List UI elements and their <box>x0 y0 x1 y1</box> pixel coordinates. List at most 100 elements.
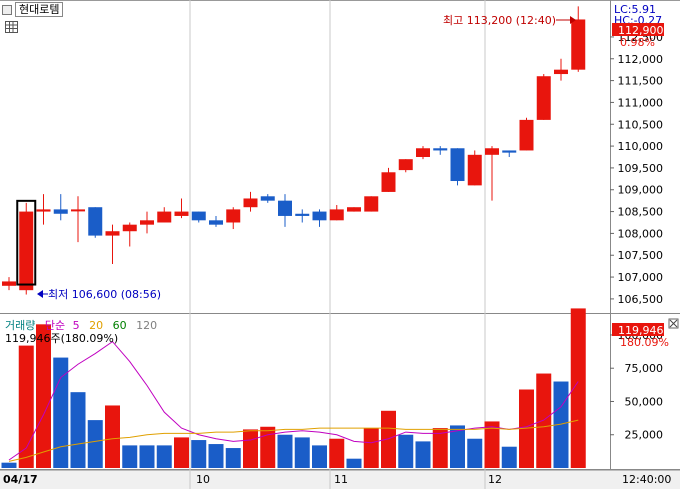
candle-body <box>295 213 310 216</box>
volume-bar <box>381 410 396 468</box>
volume-bar <box>484 421 500 468</box>
ma-legend-label: 단순 <box>45 319 65 332</box>
small-square-icon[interactable] <box>2 4 12 15</box>
current-volume: 119,946 <box>618 324 664 337</box>
lc-label: LC:5.91 <box>614 3 656 16</box>
candle-body <box>485 148 499 155</box>
candle-body <box>19 211 34 291</box>
candle-body <box>467 154 482 186</box>
candle-body <box>209 220 223 225</box>
day-separators <box>189 0 486 489</box>
candle <box>295 209 310 223</box>
candle <box>536 74 551 120</box>
x-label-day-11: 11 <box>334 473 348 486</box>
candle-body <box>536 76 551 120</box>
x-label-day-12: 12 <box>488 473 502 486</box>
current-price: 112,900 <box>618 24 664 37</box>
time-axis-bg <box>0 470 680 489</box>
x-label-date: 04/17 <box>3 473 38 486</box>
candle-body <box>140 220 154 225</box>
volume-pct: 180.09% <box>620 336 669 349</box>
volume-readout: 119,946주(180.09%) <box>5 332 118 345</box>
candle-body <box>398 159 413 171</box>
volume-bar <box>467 438 483 468</box>
change-pct: 0.98% <box>620 36 655 49</box>
volume-bar <box>53 357 69 468</box>
volume-tick-label: 75,000 <box>625 362 664 375</box>
volume-bar <box>294 437 310 468</box>
candle <box>140 211 154 234</box>
candle <box>19 202 34 295</box>
volume-bar <box>70 392 86 468</box>
candle-body <box>554 69 568 75</box>
candle <box>416 146 430 160</box>
price-tick-label: 108,500 <box>618 206 664 219</box>
candle <box>278 194 292 227</box>
candle-body <box>88 207 103 236</box>
volume-bar <box>18 345 34 468</box>
candle <box>312 209 327 227</box>
volume-bar <box>277 434 293 468</box>
volume-bar <box>536 373 552 468</box>
price-tick-label: 107,500 <box>618 249 664 262</box>
volume-legend: 거래량 단순 5 20 60 120 <box>5 319 157 332</box>
candle <box>226 207 241 230</box>
candle <box>398 159 413 173</box>
candle-body <box>191 211 206 221</box>
selected-candle-box <box>16 199 37 286</box>
volume-bar <box>156 445 172 468</box>
candle <box>243 191 258 212</box>
current-time-label: 12:40:00 <box>622 473 671 486</box>
volume-bar <box>36 324 51 468</box>
symbol-name[interactable]: 현대로템 <box>15 2 64 17</box>
candle <box>347 207 361 212</box>
candle <box>71 196 85 243</box>
candle <box>209 215 223 227</box>
candle <box>122 222 137 247</box>
price-tick-label: 111,500 <box>618 75 664 88</box>
candle-body <box>571 19 586 70</box>
candle <box>554 58 568 81</box>
volume-bar <box>363 428 379 468</box>
ma-period-60: 60 <box>113 319 127 332</box>
volume-bar <box>553 381 569 468</box>
volume-bar <box>174 437 189 468</box>
candle-body <box>71 209 85 212</box>
candle <box>157 207 172 223</box>
min-price-annotation: 최저 106,600 (08:56) <box>48 288 161 301</box>
candle-body <box>174 211 189 216</box>
ma20-line <box>8 419 579 462</box>
min-arrow-icon <box>37 290 43 298</box>
candle <box>519 117 534 151</box>
volume-bar <box>105 405 120 468</box>
candle-body <box>312 211 327 221</box>
candle <box>53 194 68 221</box>
volume-bar <box>570 308 586 468</box>
candle-body <box>157 211 172 223</box>
candle-body <box>364 196 379 212</box>
candle <box>191 211 206 223</box>
candle-body <box>53 209 68 214</box>
candle <box>36 194 51 225</box>
ma5-line <box>8 340 579 461</box>
candle-body <box>329 209 344 221</box>
volume-bar <box>1 462 17 468</box>
candle-body <box>105 231 120 236</box>
candle <box>105 224 120 264</box>
ma-period-120: 120 <box>136 319 157 332</box>
candle <box>329 205 344 221</box>
volume-bar <box>87 420 103 468</box>
volume-bar <box>329 438 345 468</box>
candle <box>502 150 517 157</box>
candle <box>260 194 275 203</box>
volume-tick-label: 50,000 <box>625 395 664 408</box>
candle <box>88 207 103 238</box>
candle <box>2 277 16 291</box>
table-grid-icon[interactable] <box>5 21 18 33</box>
volume-bar <box>432 428 448 468</box>
volume-bar <box>243 429 258 468</box>
price-tick-label: 109,000 <box>618 184 664 197</box>
price-tick-label: 110,000 <box>618 140 664 153</box>
candle <box>485 146 499 201</box>
